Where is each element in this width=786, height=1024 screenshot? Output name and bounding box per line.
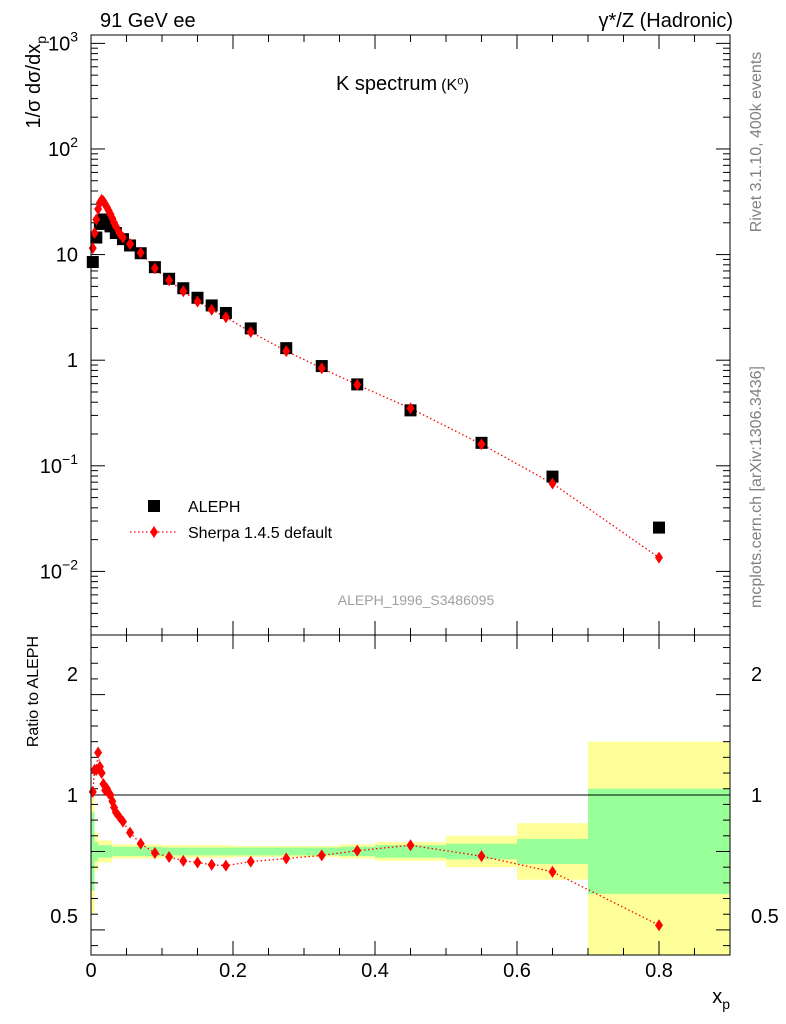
- legend-marker-aleph: [148, 500, 160, 512]
- ratio-inner-band: [162, 847, 233, 856]
- sherpa-point: [317, 362, 326, 375]
- ratio-inner-band: [233, 847, 340, 856]
- legend-label-sherpa: Sherpa 1.4.5 default: [188, 525, 333, 542]
- ratio-ytick-left-1: 1: [67, 785, 78, 807]
- ratio-sherpa-point: [118, 815, 127, 828]
- sherpa-point: [353, 378, 362, 391]
- ratio-inner-band: [112, 846, 162, 857]
- sherpa-point: [126, 237, 135, 250]
- ratio-sherpa-point: [179, 854, 188, 867]
- x-axis-label: xp: [712, 986, 730, 1012]
- main-y-label: 1/σ dσ/dxp: [23, 36, 49, 129]
- ratio-sherpa-point: [477, 850, 486, 863]
- aleph-point: [86, 256, 99, 269]
- main-ytick-label-3: 10: [56, 245, 78, 267]
- header-right: γ*/Z (Hadronic): [599, 10, 733, 32]
- main-y-tick-labels: 10−2 10−1 1 10 102 103: [40, 28, 78, 583]
- ratio-sherpa-point: [97, 767, 106, 780]
- sherpa-point: [179, 285, 188, 298]
- aleph-point: [546, 470, 559, 483]
- legend-marker-sherpa: [150, 526, 158, 538]
- ratio-sherpa-point: [193, 856, 202, 869]
- sherpa-point: [246, 325, 255, 338]
- ratio-ytick-right-0: 0.5: [751, 906, 779, 928]
- xtick-label-1: 0.2: [219, 960, 247, 982]
- ratio-sherpa-point: [282, 852, 291, 865]
- ratio-sherpa-point: [126, 826, 135, 839]
- ratio-y-label: Ratio to ALEPH: [25, 636, 42, 747]
- legend-label-aleph: ALEPH: [188, 499, 240, 516]
- sherpa-point: [406, 402, 415, 415]
- aleph-point: [653, 521, 665, 534]
- sherpa-point: [165, 274, 174, 287]
- chart-title-suffix: (K⁰): [441, 77, 469, 94]
- ratio-sherpa-point: [317, 849, 326, 862]
- ratio-ytick-right-2: 2: [751, 664, 762, 686]
- ratio-ytick-left-2: 2: [67, 664, 78, 686]
- ratio-sherpa-point: [88, 785, 97, 798]
- main-y-label-sub: p: [33, 36, 49, 44]
- ratio-sherpa-point: [94, 746, 103, 759]
- ratio-sherpa-point: [246, 855, 255, 868]
- main-ytick-label-2: 1: [67, 350, 78, 372]
- main-series: [86, 193, 665, 564]
- sherpa-point: [118, 231, 127, 244]
- xtick-label-4: 0.8: [645, 960, 673, 982]
- ratio-sherpa-point: [207, 858, 216, 871]
- sherpa-point: [88, 242, 97, 255]
- sherpa-point: [92, 213, 101, 226]
- main-panel: 10−2 10−1 1 10 102 103 1/σ dσ/dxp K spectrum(…: [23, 28, 731, 636]
- main-ytick-label-1: 10−1: [40, 451, 78, 478]
- main-axis-ticks: [90, 35, 731, 635]
- main-ytick-label-4: 102: [48, 134, 78, 161]
- analysis-watermark: ALEPH_1996_S3486095: [338, 592, 495, 608]
- sherpa-point: [221, 311, 230, 324]
- x-axis-label-sub: p: [722, 996, 730, 1012]
- ratio-sherpa-point: [353, 844, 362, 857]
- ratio-sherpa-point: [406, 839, 415, 852]
- chart-title: K spectrum (K⁰): [336, 73, 469, 95]
- sherpa-point: [150, 262, 159, 275]
- ratio-ytick-left-0: 0.5: [50, 906, 78, 928]
- header-left: 91 GeV ee: [100, 10, 196, 32]
- sherpa-point: [136, 246, 145, 259]
- main-ytick-label-5: 103: [48, 28, 78, 55]
- ratio-sherpa-point: [165, 850, 174, 863]
- ratio-inner-band: [98, 845, 113, 858]
- site-label: mcplots.cern.ch [arXiv:1306.3436]: [748, 366, 765, 608]
- main-ytick-label-0: 10−2: [40, 556, 78, 583]
- ratio-ytick-right-1: 1: [751, 785, 762, 807]
- xtick-label-3: 0.6: [503, 960, 531, 982]
- ratio-series: [88, 746, 663, 932]
- ratio-sherpa-point: [136, 837, 145, 850]
- sherpa-line: [92, 198, 660, 559]
- ratio-sherpa-point: [655, 919, 663, 932]
- sherpa-point: [90, 227, 99, 240]
- legend: ALEPH Sherpa 1.4.5 default: [130, 499, 333, 542]
- sherpa-point: [477, 438, 486, 451]
- xtick-label-2: 0.4: [361, 960, 389, 982]
- main-plot-frame: [90, 34, 731, 636]
- ratio-panel: 0.5 1 2 0.5 1 2 0 0.2 0.4 0.6 0.8 Ratio …: [25, 634, 779, 1012]
- ratio-plot-frame: [90, 634, 731, 956]
- rivet-label: Rivet 3.1.10, 400k events: [748, 52, 765, 233]
- sherpa-point: [548, 477, 557, 490]
- ratio-sherpa-point: [548, 865, 557, 878]
- ratio-sherpa-point: [221, 859, 230, 872]
- sherpa-point: [282, 345, 291, 358]
- xtick-label-0: 0: [85, 960, 96, 982]
- ratio-inner-band: [588, 788, 730, 894]
- ratio-inner-band: [517, 838, 588, 865]
- sherpa-point: [655, 551, 663, 564]
- sherpa-point: [207, 303, 216, 316]
- ratio-sherpa-point: [150, 847, 159, 860]
- sherpa-point: [193, 295, 202, 308]
